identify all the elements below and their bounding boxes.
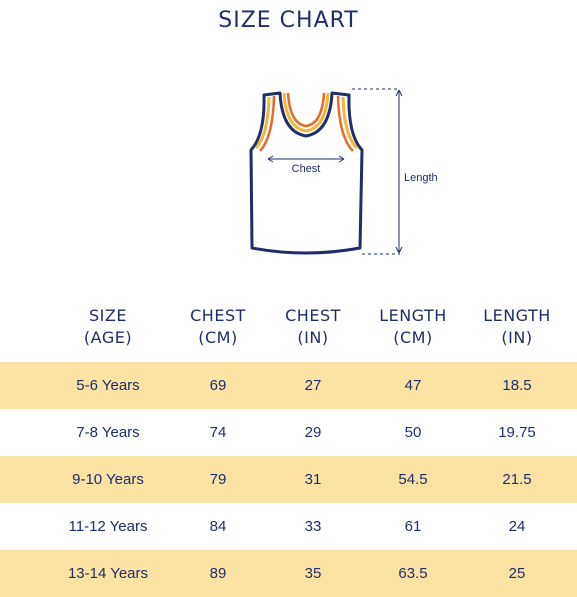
size-table: SIZE (AGE) CHEST (CM) CHEST (IN) LENGTH … <box>0 305 577 597</box>
tank-top-icon <box>249 88 403 255</box>
length-label: Length <box>404 172 438 184</box>
table-header: SIZE (AGE) CHEST (CM) CHEST (IN) LENGTH … <box>0 305 577 359</box>
header-length-in: LENGTH (IN) <box>483 306 551 347</box>
header-chest-cm: CHEST (CM) <box>190 306 246 347</box>
table-row: 7-8 Years 74 29 50 19.75 <box>76 424 536 441</box>
table-row: 5-6 Years 69 27 47 18.5 <box>0 362 577 409</box>
table-row: 13-14 Years 89 35 63.5 25 <box>0 550 577 597</box>
header-length-cm: LENGTH (CM) <box>379 306 447 347</box>
table-row: 9-10 Years 79 31 54.5 21.5 <box>0 456 577 503</box>
page-title: SIZE CHART <box>218 8 359 33</box>
table-row: 11-12 Years 84 33 61 24 <box>68 518 526 535</box>
chest-label: Chest <box>291 163 321 175</box>
header-chest-in: CHEST (IN) <box>285 306 341 347</box>
garment-diagram: Chest Length <box>0 80 577 270</box>
header-size: SIZE (AGE) <box>83 306 133 347</box>
